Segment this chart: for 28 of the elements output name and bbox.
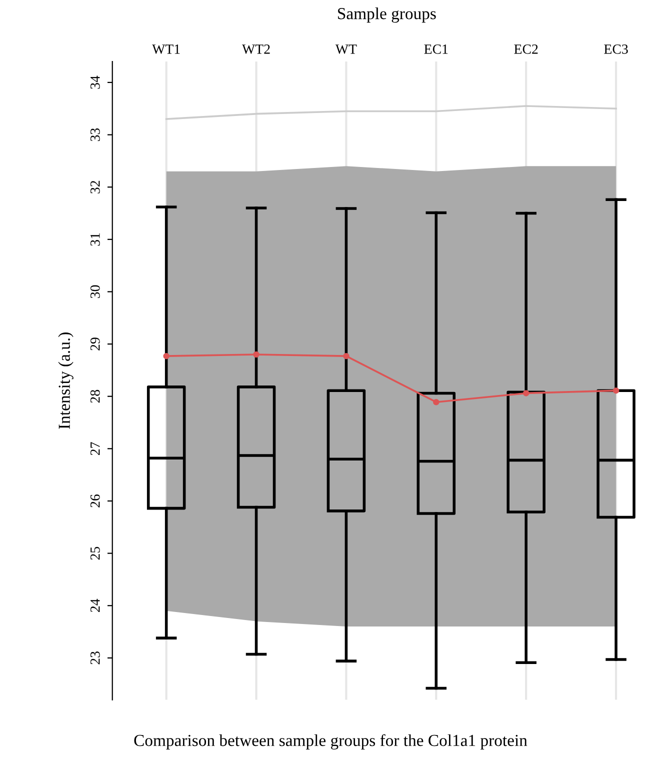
x-tick-label: WT2 bbox=[242, 44, 270, 54]
point bbox=[343, 352, 350, 360]
point bbox=[163, 352, 170, 360]
x-axis-title: Sample groups bbox=[338, 8, 436, 23]
y-tick-label: 34 bbox=[90, 76, 100, 89]
x-tick-label: EC3 bbox=[604, 44, 628, 54]
line-series bbox=[165, 105, 617, 120]
point bbox=[433, 398, 440, 406]
y-tick-label: 26 bbox=[90, 494, 100, 508]
y-tick-label: 33 bbox=[90, 128, 100, 142]
y-tick-label: 31 bbox=[90, 233, 100, 246]
y-tick-label: 28 bbox=[90, 390, 100, 403]
y-tick-label: 30 bbox=[90, 285, 100, 298]
point bbox=[253, 351, 260, 358]
y-tick-label: 23 bbox=[90, 652, 100, 664]
x-tick-label: WT1 bbox=[152, 44, 180, 54]
y-tick-label: 24 bbox=[90, 598, 100, 612]
y-tick-label: 27 bbox=[90, 442, 100, 455]
y-tick-label: 29 bbox=[90, 338, 100, 350]
point bbox=[612, 387, 620, 394]
x-tick-label: EC1 bbox=[424, 44, 448, 54]
point bbox=[522, 390, 530, 396]
text: Comparison between sample groups for the Col1a1 protein bbox=[134, 734, 528, 750]
x-tick-label: EC2 bbox=[514, 44, 538, 54]
y-tick-label: 25 bbox=[90, 546, 100, 560]
y-axis-title: Intensity (a.u.) bbox=[58, 332, 74, 429]
y-tick-label: 32 bbox=[90, 180, 100, 194]
x-tick-label: WT bbox=[335, 44, 357, 54]
